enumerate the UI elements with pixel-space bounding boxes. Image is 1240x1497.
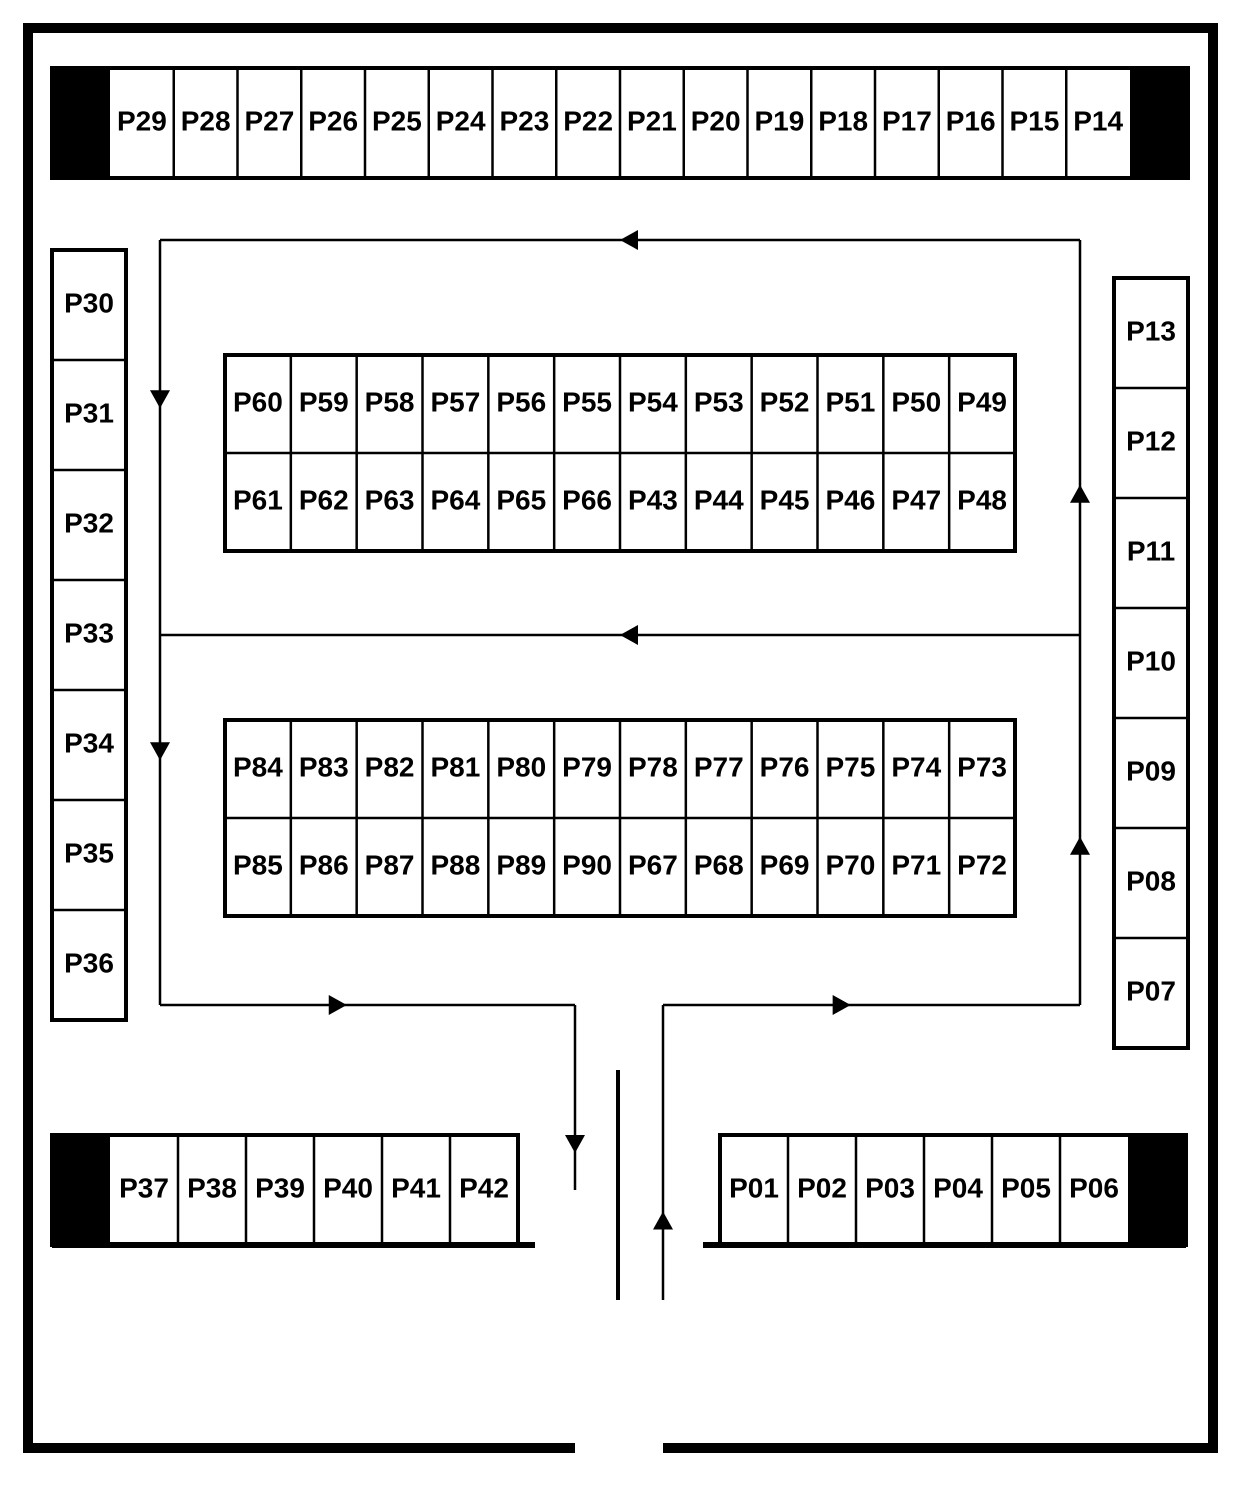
svg-text:P20: P20 [691,105,741,136]
svg-text:P57: P57 [431,386,481,417]
svg-text:P24: P24 [436,105,486,136]
svg-text:P86: P86 [299,849,349,880]
svg-text:P06: P06 [1069,1172,1119,1203]
svg-text:P56: P56 [496,386,546,417]
svg-text:P84: P84 [233,751,283,782]
svg-text:P81: P81 [431,751,481,782]
svg-text:P65: P65 [496,484,546,515]
svg-text:P58: P58 [365,386,415,417]
svg-text:P02: P02 [797,1172,847,1203]
svg-text:P64: P64 [431,484,481,515]
svg-text:P62: P62 [299,484,349,515]
svg-text:P14: P14 [1073,105,1123,136]
svg-text:P71: P71 [891,849,941,880]
svg-text:P51: P51 [826,386,876,417]
svg-text:P03: P03 [865,1172,915,1203]
svg-text:P41: P41 [391,1172,441,1203]
svg-text:P26: P26 [308,105,358,136]
svg-text:P42: P42 [459,1172,509,1203]
svg-text:P74: P74 [891,751,941,782]
svg-text:P73: P73 [957,751,1007,782]
svg-text:P53: P53 [694,386,744,417]
svg-text:P82: P82 [365,751,415,782]
svg-text:P34: P34 [64,727,114,758]
svg-text:P90: P90 [562,849,612,880]
svg-text:P23: P23 [499,105,549,136]
svg-text:P66: P66 [562,484,612,515]
svg-text:P61: P61 [233,484,283,515]
svg-text:P36: P36 [64,947,114,978]
svg-text:P54: P54 [628,386,678,417]
svg-text:P38: P38 [187,1172,237,1203]
svg-text:P31: P31 [64,397,114,428]
svg-text:P50: P50 [891,386,941,417]
svg-text:P49: P49 [957,386,1007,417]
svg-text:P32: P32 [64,507,114,538]
svg-text:P30: P30 [64,287,114,318]
svg-text:P33: P33 [64,617,114,648]
svg-text:P15: P15 [1009,105,1059,136]
svg-text:P75: P75 [826,751,876,782]
parking-diagram: P29 P28 P27 P26 P25 P24 P23 P22 P21 P20 P19 P18 P17 P… [0,0,1240,1497]
svg-text:P69: P69 [760,849,810,880]
svg-text:P09: P09 [1126,755,1176,786]
svg-text:P17: P17 [882,105,932,136]
svg-text:P29: P29 [117,105,167,136]
svg-text:P72: P72 [957,849,1007,880]
svg-text:P88: P88 [431,849,481,880]
svg-text:P22: P22 [563,105,613,136]
svg-text:P78: P78 [628,751,678,782]
svg-text:P16: P16 [946,105,996,136]
svg-text:P37: P37 [119,1172,169,1203]
svg-text:P46: P46 [826,484,876,515]
svg-text:P07: P07 [1126,975,1176,1006]
svg-text:P21: P21 [627,105,677,136]
svg-text:P12: P12 [1126,425,1176,456]
svg-text:P05: P05 [1001,1172,1051,1203]
svg-text:P87: P87 [365,849,415,880]
svg-text:P04: P04 [933,1172,983,1203]
svg-text:P43: P43 [628,484,678,515]
svg-text:P08: P08 [1126,865,1176,896]
svg-text:P77: P77 [694,751,744,782]
svg-text:P10: P10 [1126,645,1176,676]
svg-text:P83: P83 [299,751,349,782]
svg-text:P76: P76 [760,751,810,782]
svg-text:P47: P47 [891,484,941,515]
svg-text:P70: P70 [826,849,876,880]
svg-text:P45: P45 [760,484,810,515]
svg-text:P27: P27 [244,105,294,136]
svg-text:P39: P39 [255,1172,305,1203]
svg-text:P55: P55 [562,386,612,417]
svg-text:P89: P89 [496,849,546,880]
svg-text:P80: P80 [496,751,546,782]
svg-text:P79: P79 [562,751,612,782]
svg-text:P28: P28 [181,105,231,136]
svg-text:P67: P67 [628,849,678,880]
svg-text:P68: P68 [694,849,744,880]
svg-text:P35: P35 [64,837,114,868]
svg-text:P85: P85 [233,849,283,880]
svg-text:P48: P48 [957,484,1007,515]
svg-text:P63: P63 [365,484,415,515]
svg-text:P40: P40 [323,1172,373,1203]
svg-text:P11: P11 [1127,535,1175,566]
svg-text:P01: P01 [729,1172,779,1203]
svg-text:P25: P25 [372,105,422,136]
svg-text:P52: P52 [760,386,810,417]
svg-text:P44: P44 [694,484,744,515]
svg-text:P18: P18 [818,105,868,136]
svg-text:P19: P19 [754,105,804,136]
svg-text:P60: P60 [233,386,283,417]
svg-text:P59: P59 [299,386,349,417]
svg-text:P13: P13 [1126,315,1176,346]
